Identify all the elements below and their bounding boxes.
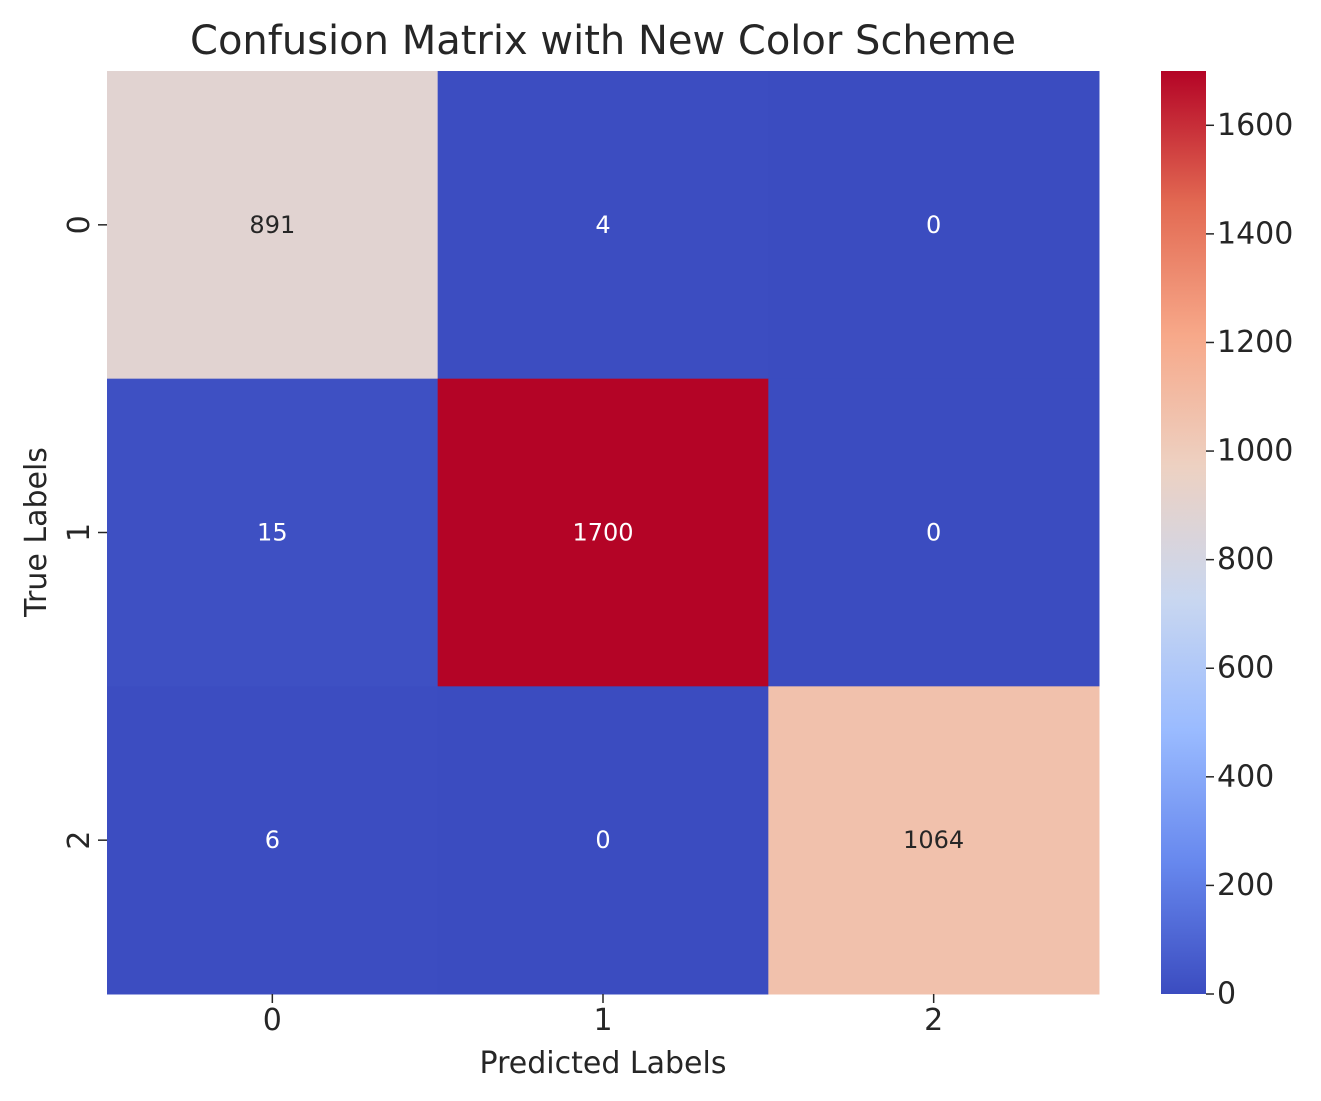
x-tick-label: 2 — [924, 1003, 943, 1038]
heatmap-cell-r0-c2 — [768, 71, 1100, 380]
heatmap-cell-r2-c2 — [768, 686, 1100, 995]
y-axis-ticks: 0 1 2 — [62, 215, 107, 850]
colorbar-tick-label: 1400 — [1217, 216, 1293, 251]
y-tick-label: 0 — [62, 215, 97, 234]
heatmap-cell-r1-c0 — [107, 378, 439, 687]
heatmap-cell-r2-c1 — [437, 686, 769, 995]
colorbar — [1161, 71, 1206, 994]
x-axis-ticks: 0 1 2 — [263, 994, 943, 1038]
cell-value-label: 891 — [249, 211, 295, 239]
cell-value-label: 1064 — [903, 826, 964, 854]
heatmap-cell-labels: 891 4 0 15 1700 0 6 0 1064 — [249, 211, 964, 854]
heatmap-cells — [107, 71, 1100, 995]
y-tick-label: 2 — [62, 831, 97, 850]
heatmap-cell-r1-c1 — [437, 378, 769, 687]
colorbar-tick-label: 600 — [1217, 651, 1274, 686]
cell-value-label: 0 — [926, 519, 941, 547]
cell-value-label: 6 — [265, 826, 280, 854]
cell-value-label: 1700 — [572, 519, 633, 547]
colorbar-tick-label: 1600 — [1217, 108, 1293, 143]
cell-value-label: 4 — [595, 211, 610, 239]
heatmap-cell-r1-c2 — [768, 378, 1100, 687]
colorbar-tick-label: 400 — [1217, 759, 1274, 794]
cell-value-label: 15 — [257, 519, 288, 547]
colorbar-tick-label: 0 — [1217, 977, 1236, 1012]
chart-title: Confusion Matrix with New Color Scheme — [190, 18, 1016, 64]
x-axis-label: Predicted Labels — [480, 1046, 727, 1081]
colorbar-tick-label: 1000 — [1217, 434, 1293, 469]
colorbar-ticks: 0 200 400 600 800 1000 1200 1400 1600 — [1206, 108, 1293, 1012]
y-axis-label: True Labels — [19, 447, 54, 618]
cell-value-label: 0 — [926, 211, 941, 239]
heatmap-cell-r0-c0 — [107, 71, 439, 380]
heatmap-cell-r0-c1 — [437, 71, 769, 380]
heatmap-cell-r2-c0 — [107, 686, 439, 995]
colorbar-tick-label: 200 — [1217, 868, 1274, 903]
colorbar-tick-label: 1200 — [1217, 325, 1293, 360]
x-tick-label: 0 — [263, 1003, 282, 1038]
y-tick-label: 1 — [62, 523, 97, 542]
colorbar-tick-label: 800 — [1217, 542, 1274, 577]
cell-value-label: 0 — [595, 826, 610, 854]
x-tick-label: 1 — [593, 1003, 612, 1038]
